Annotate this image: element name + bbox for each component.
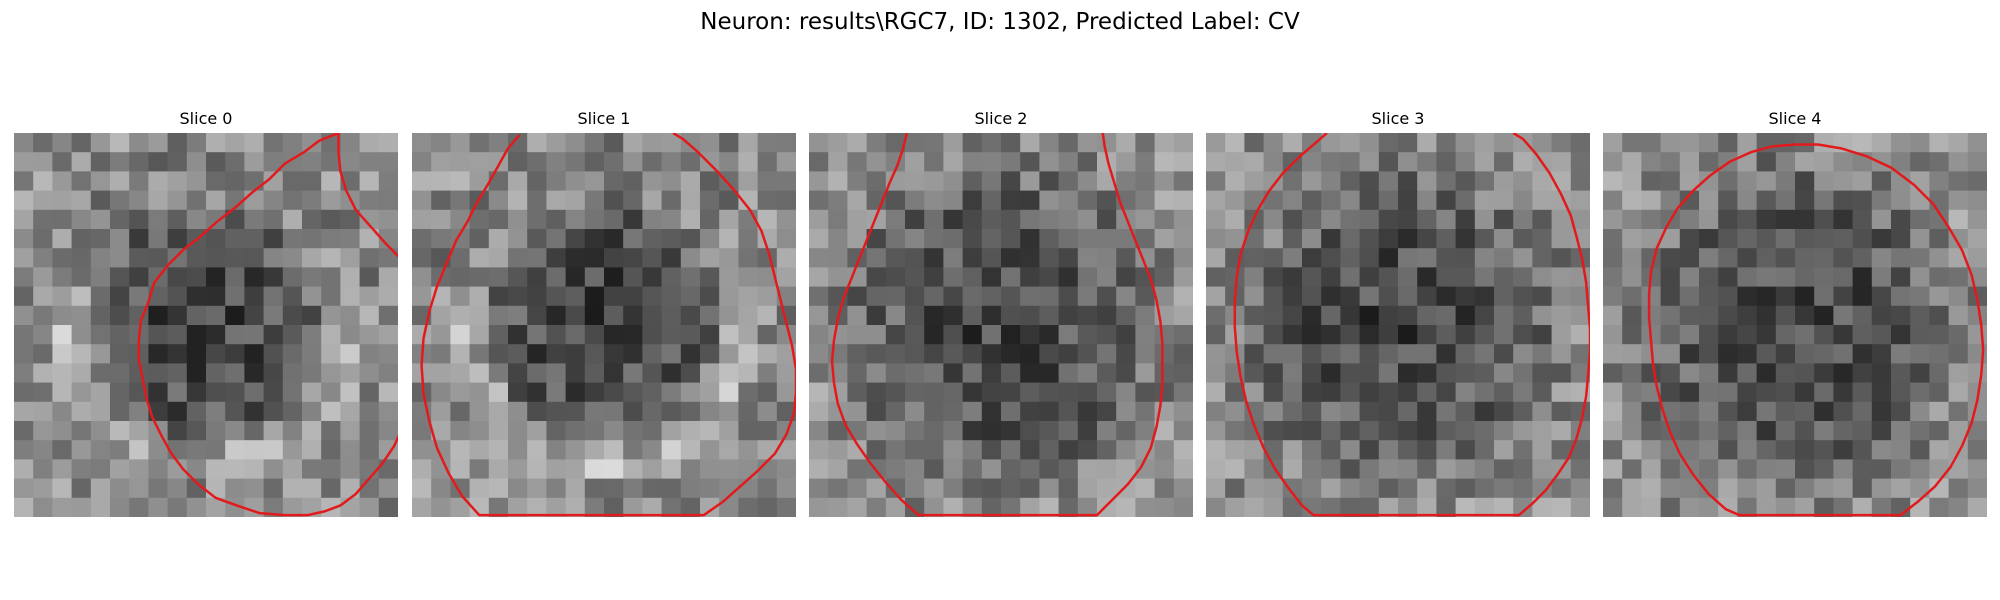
slice-image [1603,133,1987,517]
slice-panel-4: Slice 4 [1603,108,1987,517]
slice-panel-1: Slice 1 [412,108,796,517]
pixel-texture [14,133,398,517]
figure-title: Neuron: results\RGC7, ID: 1302, Predicte… [700,9,1300,35]
pixel-texture [412,133,796,517]
pixel-texture [1206,133,1590,517]
pixel-texture [809,133,1193,517]
slice-panel-3: Slice 3 [1206,108,1590,517]
slice-image [412,133,796,517]
slice-image [1206,133,1590,517]
slice-panel-0: Slice 0 [14,108,398,517]
cell-contour-line [137,133,398,517]
slice-title: Slice 4 [1768,109,1822,128]
slice-title: Slice 0 [179,109,233,128]
slice-panel-2: Slice 2 [809,108,1193,517]
pixel-texture [1603,133,1987,517]
slice-image [809,133,1193,517]
cell-contour-line [830,133,1164,517]
slice-title: Slice 3 [1371,109,1425,128]
slice-image [14,133,398,517]
slice-title: Slice 1 [577,109,631,128]
cell-contour-line [420,133,796,517]
cell-contour-line [1647,143,1985,517]
cell-contour-line [1233,133,1590,517]
slice-title: Slice 2 [974,109,1028,128]
